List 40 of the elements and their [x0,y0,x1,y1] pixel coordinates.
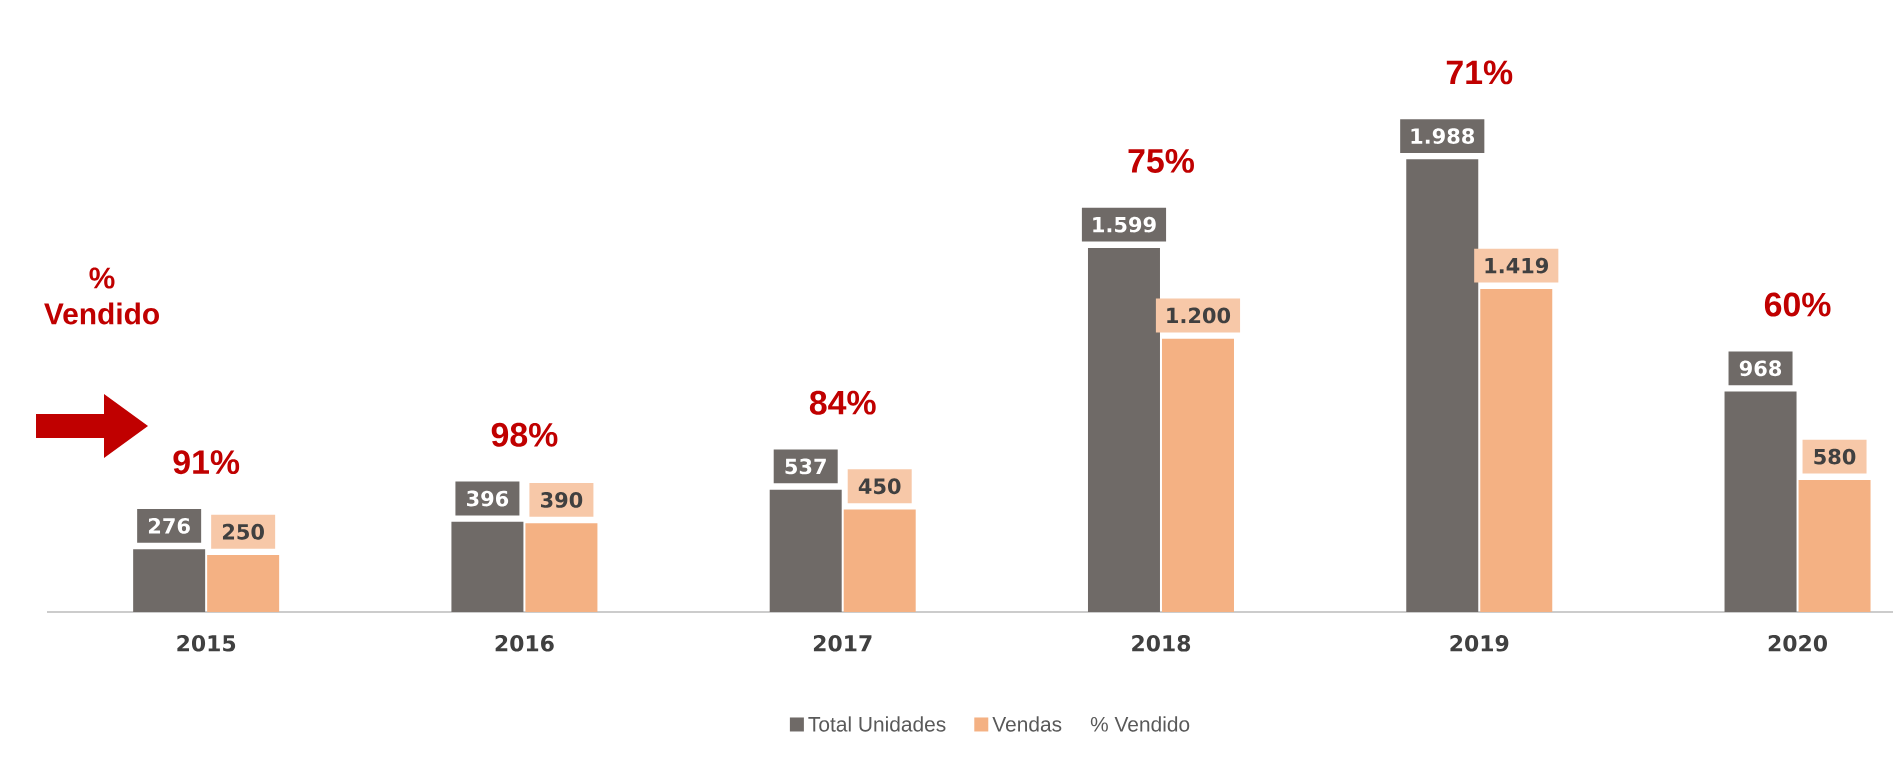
legend-label: Total Unidades [808,716,946,732]
x-tick-label: 2018 [1132,635,1191,652]
annotation: 75% [1128,148,1194,173]
data-label: 580 [1814,448,1856,465]
annotation: 60% [1764,292,1831,317]
data-label: 250 [222,523,264,540]
bar [1087,247,1160,612]
x-tick-label: 2020 [1768,635,1827,652]
bar [525,523,598,612]
bar [133,549,206,612]
data-label: 1.988 [1411,128,1475,144]
bar [1724,391,1797,612]
data-label: 1.200 [1167,307,1231,324]
bar [451,521,524,612]
bar [1798,479,1871,612]
bar [843,509,916,612]
data-label: 450 [858,478,901,495]
text: % Vendido [1090,716,1190,732]
bar [1480,288,1553,612]
bar [769,489,842,612]
data-label: 276 [148,517,190,534]
annotation: 98% [491,422,558,447]
x-tick-label: 2019 [1450,635,1509,652]
bar [1161,338,1234,612]
bar [207,555,280,612]
annotation: 91% [173,450,240,475]
annotation: 84% [809,390,876,415]
x-tick-label: 2016 [495,635,554,652]
text: 71% [1446,60,1513,85]
data-label: 537 [785,458,826,475]
data-label: 1.419 [1485,257,1549,274]
data-label: 1.599 [1093,216,1156,233]
annotation: % Vendido [44,267,159,325]
bar [1406,159,1479,612]
data-label: 396 [467,490,509,507]
data-label: 390 [541,491,583,508]
data-label: 968 [1739,360,1782,377]
legend-label: Vendas [992,716,1062,732]
x-tick-label: 2017 [813,635,872,652]
x-tick-label: 2015 [177,635,236,652]
